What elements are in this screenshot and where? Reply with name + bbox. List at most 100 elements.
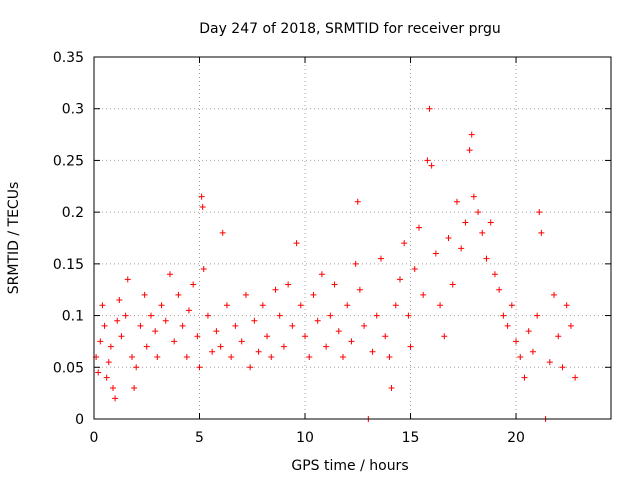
data-point	[361, 322, 368, 329]
data-point	[426, 105, 433, 112]
data-point	[200, 266, 207, 273]
data-point	[348, 338, 355, 345]
data-point	[335, 328, 342, 335]
data-point	[99, 302, 106, 309]
data-point	[420, 291, 427, 298]
data-point	[377, 255, 384, 262]
data-point	[538, 229, 545, 236]
data-point	[264, 333, 271, 340]
data-point	[529, 348, 536, 355]
data-point	[114, 317, 121, 324]
data-point	[382, 333, 389, 340]
data-point	[310, 291, 317, 298]
data-point	[198, 193, 205, 200]
data-point	[555, 333, 562, 340]
data-point	[428, 162, 435, 169]
data-point	[228, 353, 235, 360]
data-point	[449, 281, 456, 288]
data-point	[314, 317, 321, 324]
data-point	[162, 317, 169, 324]
data-point	[101, 322, 108, 329]
y-tick-label: 0.25	[53, 153, 84, 169]
data-point	[466, 147, 473, 154]
data-point	[128, 353, 135, 360]
data-point	[131, 384, 138, 391]
data-point	[567, 322, 574, 329]
data-point	[479, 229, 486, 236]
data-point	[407, 343, 414, 350]
data-point	[327, 312, 334, 319]
data-point	[196, 364, 203, 371]
data-point	[109, 384, 116, 391]
data-point	[118, 333, 125, 340]
data-point	[232, 322, 239, 329]
data-point	[534, 312, 541, 319]
x-tick-label: 20	[507, 430, 525, 446]
tick-labels: 0 0.05 0.1 0.15 0.2 0.25 0.3 0.35 0 5 10 15 20	[53, 50, 525, 446]
data-point	[141, 291, 148, 298]
data-point	[158, 302, 165, 309]
data-point	[401, 240, 408, 247]
data-point	[352, 260, 359, 267]
data-point	[306, 353, 313, 360]
data-point	[133, 364, 140, 371]
data-point	[179, 322, 186, 329]
data-point	[272, 286, 279, 293]
data-point	[280, 343, 287, 350]
data-point	[546, 359, 553, 366]
data-point	[392, 302, 399, 309]
data-point	[112, 395, 119, 402]
data-point	[103, 374, 110, 381]
data-point	[468, 131, 475, 138]
data-point	[147, 312, 154, 319]
data-point	[441, 333, 448, 340]
data-point	[219, 229, 226, 236]
data-point	[285, 281, 292, 288]
data-point	[521, 374, 528, 381]
data-point	[154, 353, 161, 360]
data-point	[289, 322, 296, 329]
data-point	[536, 209, 543, 216]
data-points	[93, 105, 579, 422]
data-point	[551, 291, 558, 298]
data-point	[373, 312, 380, 319]
data-point	[411, 266, 418, 273]
x-tick-label: 0	[90, 430, 99, 446]
data-point	[293, 240, 300, 247]
y-tick-label: 0.15	[53, 257, 84, 273]
data-point	[223, 302, 230, 309]
data-point	[213, 328, 220, 335]
data-point	[124, 276, 131, 283]
data-point	[437, 302, 444, 309]
data-point	[171, 338, 178, 345]
y-tick-label: 0.2	[62, 205, 84, 221]
data-point	[137, 322, 144, 329]
data-point	[432, 250, 439, 257]
y-tick-label: 0.1	[62, 309, 84, 325]
data-point	[445, 235, 452, 241]
grid-layer	[94, 57, 611, 419]
data-point	[388, 384, 395, 391]
data-point	[415, 224, 422, 231]
data-point	[238, 338, 245, 345]
data-point	[259, 302, 266, 309]
data-point	[563, 302, 570, 309]
data-point	[517, 353, 524, 360]
data-point	[116, 297, 123, 304]
data-point	[242, 291, 249, 298]
data-point	[386, 353, 393, 360]
data-point	[107, 343, 114, 350]
data-point	[508, 302, 515, 309]
x-tick-label: 15	[402, 430, 420, 446]
data-point	[491, 271, 498, 278]
data-point	[95, 369, 102, 376]
y-axis-label: SRMTID / TECUs	[6, 182, 22, 295]
data-point	[424, 157, 431, 164]
x-axis-label: GPS time / hours	[291, 458, 408, 474]
data-point	[458, 245, 465, 252]
data-point	[354, 198, 361, 205]
data-point	[190, 281, 197, 288]
data-point	[209, 348, 216, 355]
data-point	[194, 333, 201, 340]
chart-title: Day 247 of 2018, SRMTID for receiver prg…	[199, 21, 501, 37]
